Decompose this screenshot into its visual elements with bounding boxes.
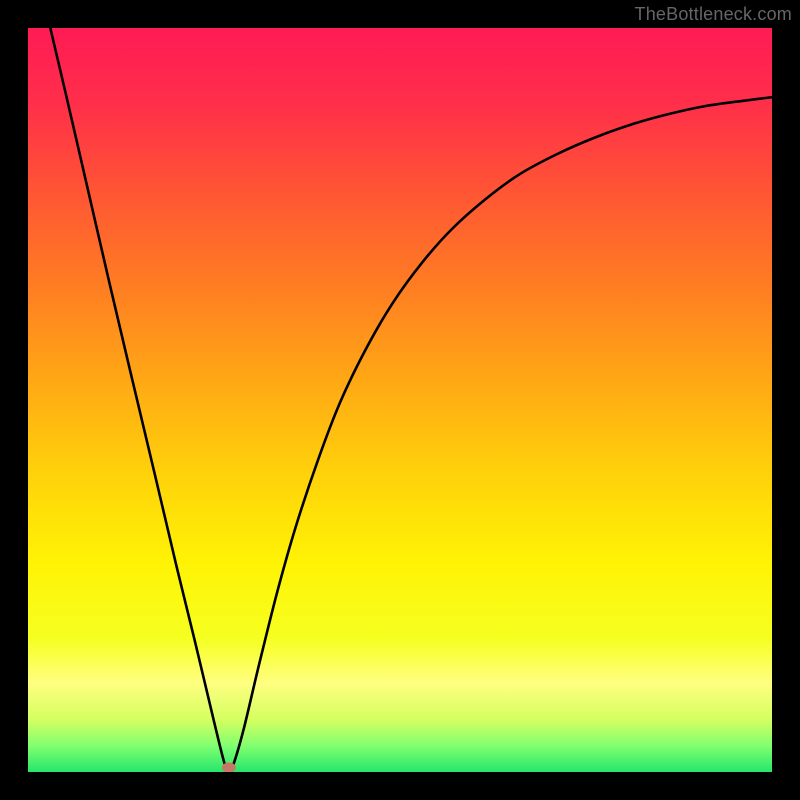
bottleneck-chart [0,0,800,800]
gradient-background [28,28,772,772]
watermark-text: TheBottleneck.com [635,4,792,25]
chart-container: { "meta": { "watermark": "TheBottleneck.… [0,0,800,800]
minimum-marker [222,763,236,773]
